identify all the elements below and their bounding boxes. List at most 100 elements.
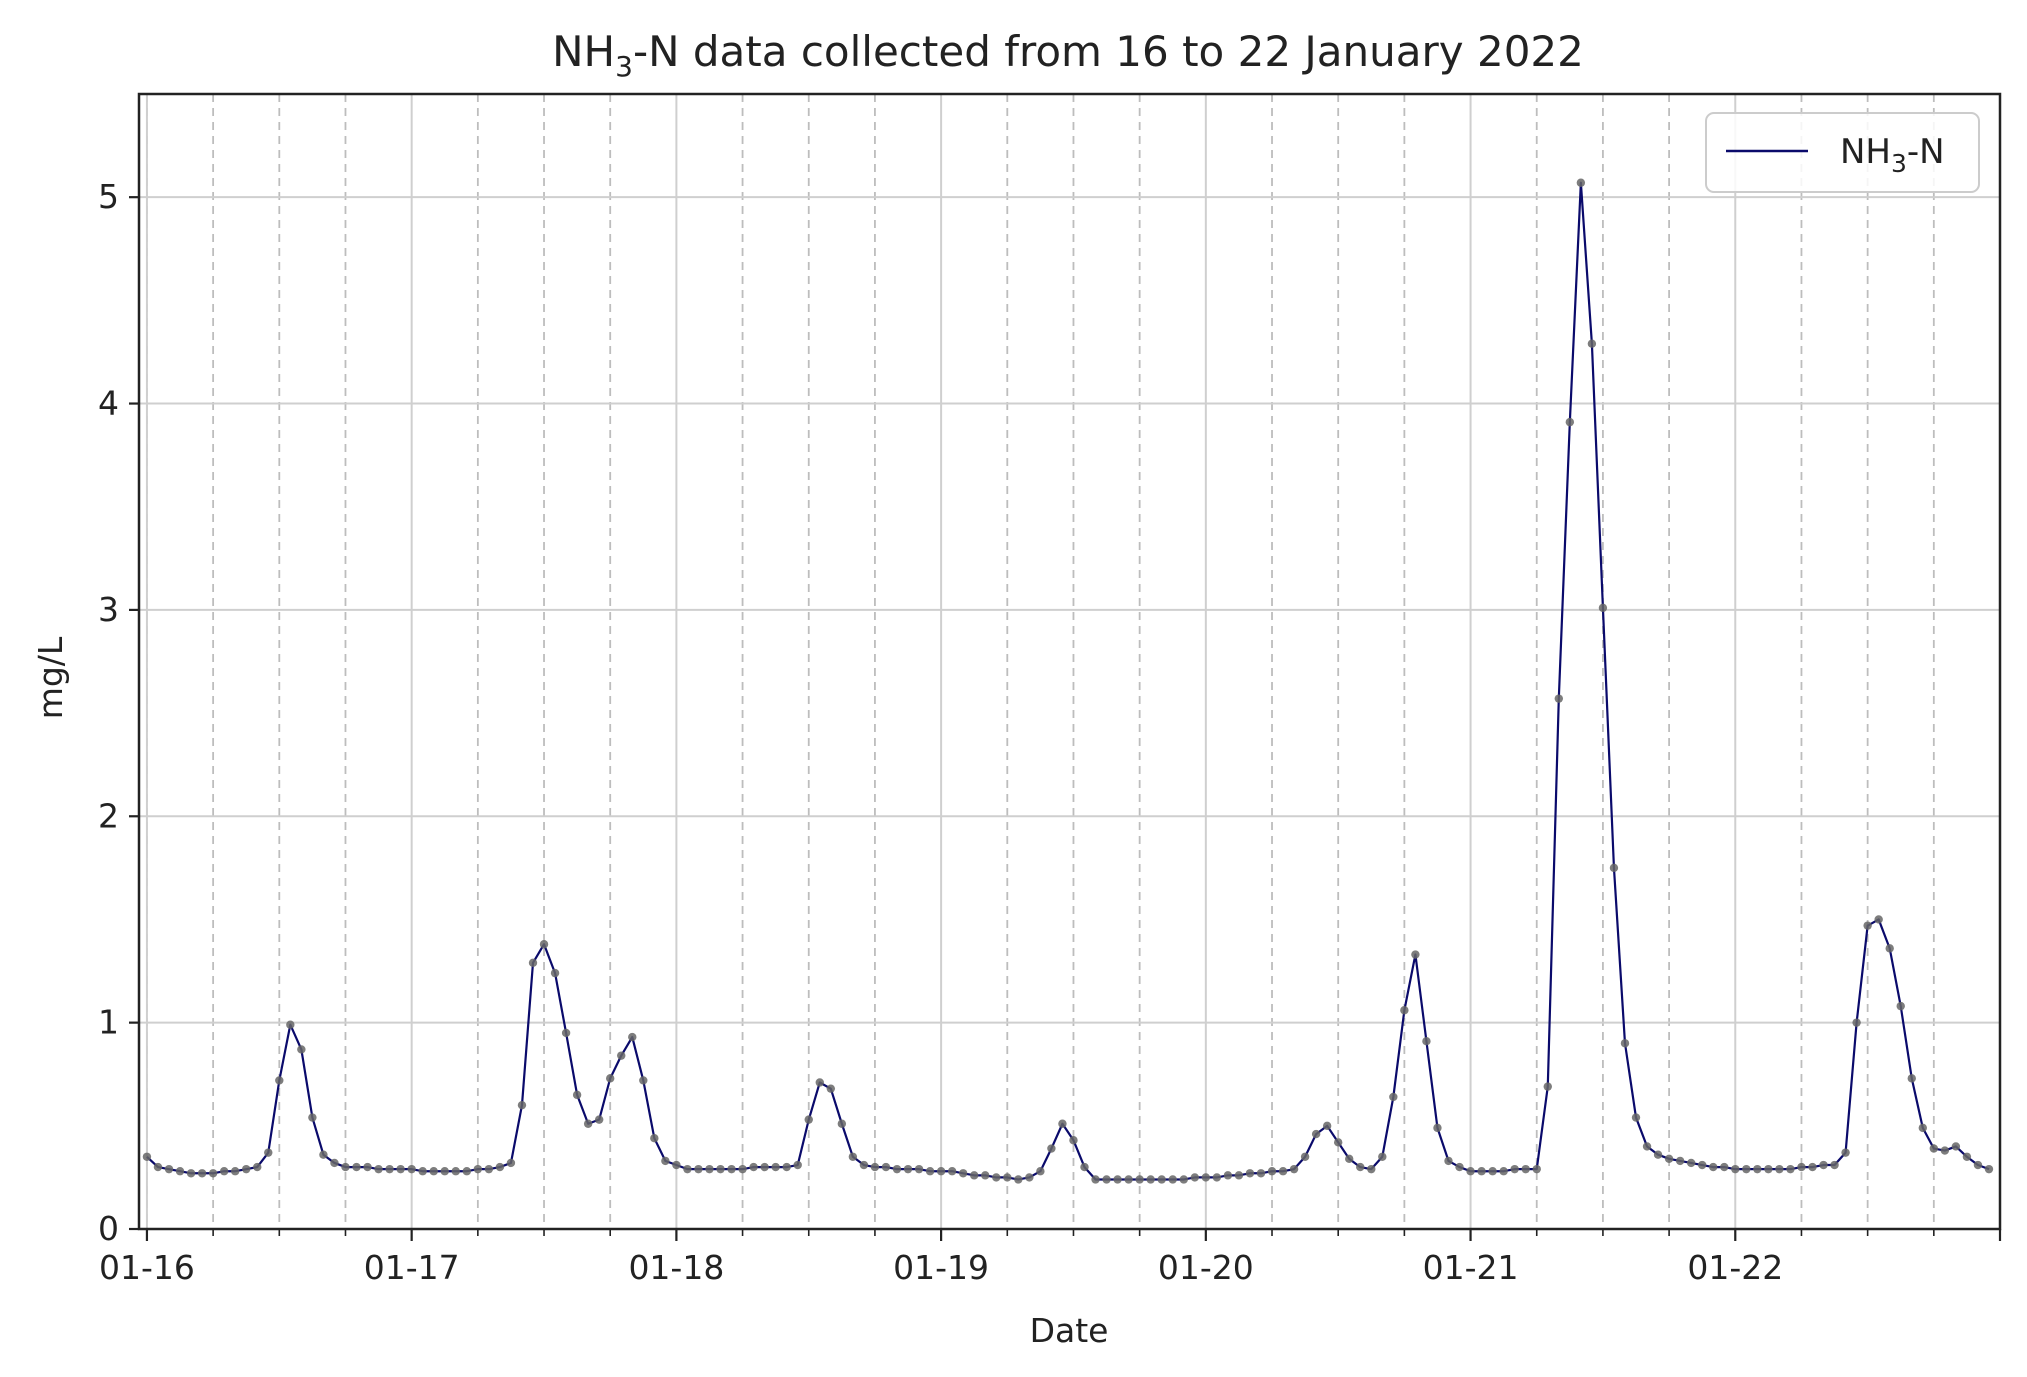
y-axis-label: mg/L (31, 636, 70, 719)
data-point-134 (1620, 1039, 1630, 1048)
data-point-29 (462, 1167, 472, 1176)
data-point-122 (1488, 1167, 1497, 1176)
data-point-70 (914, 1164, 924, 1174)
minor-grid (146, 94, 1935, 1229)
data-point-43 (617, 1051, 626, 1060)
data-point-74 (958, 1169, 968, 1178)
data-point-139 (1675, 1156, 1685, 1166)
data-point-31 (484, 1164, 494, 1174)
data-point-78 (1003, 1173, 1012, 1182)
data-point-155 (1852, 1018, 1861, 1027)
data-point-121 (1477, 1167, 1486, 1176)
data-point-22 (385, 1164, 394, 1174)
data-point-102 (1267, 1167, 1277, 1176)
data-point-13 (286, 1020, 295, 1029)
data-point-111 (1367, 1164, 1376, 1174)
data-point-57 (771, 1162, 780, 1172)
data-point-160 (1907, 1074, 1916, 1083)
x-tick-label-4: 01-20 (1158, 1248, 1254, 1287)
data-point-72 (936, 1167, 946, 1176)
data-point-5 (197, 1169, 207, 1178)
data-point-98 (1223, 1171, 1233, 1180)
data-point-126 (1532, 1164, 1541, 1174)
data-point-35 (528, 958, 538, 967)
data-point-41 (594, 1115, 604, 1124)
data-point-158 (1885, 944, 1894, 953)
data-point-124 (1510, 1164, 1519, 1174)
data-point-30 (473, 1164, 483, 1174)
data-point-154 (1841, 1148, 1850, 1157)
series-layer (142, 178, 1994, 1184)
y-tick-label-3: 3 (98, 590, 119, 629)
data-point-33 (506, 1158, 516, 1168)
data-point-103 (1278, 1167, 1288, 1176)
data-point-3 (175, 1167, 185, 1176)
data-point-104 (1289, 1164, 1299, 1174)
x-tick-label-3: 01-19 (893, 1248, 989, 1287)
y-tick-label-0: 0 (98, 1209, 119, 1248)
data-point-2 (164, 1164, 174, 1174)
data-point-119 (1455, 1162, 1464, 1172)
data-point-15 (308, 1113, 317, 1122)
data-point-125 (1521, 1164, 1530, 1174)
data-point-164 (1951, 1142, 1961, 1151)
data-point-107 (1322, 1121, 1332, 1131)
data-point-149 (1786, 1164, 1795, 1174)
data-point-20 (363, 1162, 372, 1172)
data-point-90 (1135, 1175, 1144, 1184)
data-point-69 (903, 1164, 913, 1174)
data-point-93 (1168, 1175, 1177, 1184)
data-point-91 (1146, 1175, 1155, 1184)
data-point-47 (661, 1156, 670, 1166)
data-point-123 (1499, 1167, 1508, 1176)
data-point-131 (1587, 339, 1597, 348)
data-point-95 (1190, 1173, 1200, 1182)
data-point-66 (870, 1162, 880, 1172)
data-point-10 (253, 1162, 262, 1172)
data-point-63 (837, 1119, 847, 1128)
data-point-75 (970, 1171, 979, 1180)
x-tick-label-5: 01-21 (1423, 1248, 1519, 1287)
data-point-65 (859, 1160, 869, 1170)
data-point-105 (1300, 1152, 1310, 1161)
data-point-9 (242, 1164, 251, 1174)
data-point-32 (495, 1162, 505, 1172)
data-point-143 (1720, 1162, 1729, 1172)
data-point-14 (297, 1045, 306, 1054)
data-point-159 (1896, 1001, 1905, 1011)
data-point-150 (1797, 1162, 1806, 1172)
data-point-76 (981, 1171, 990, 1180)
data-point-142 (1709, 1162, 1718, 1172)
data-point-28 (451, 1167, 460, 1176)
data-point-162 (1929, 1144, 1939, 1153)
data-point-152 (1819, 1160, 1828, 1170)
data-point-127 (1543, 1082, 1552, 1091)
data-point-165 (1962, 1152, 1972, 1161)
data-point-89 (1124, 1175, 1133, 1184)
data-point-99 (1234, 1171, 1244, 1180)
data-point-49 (683, 1164, 692, 1174)
data-point-137 (1653, 1150, 1663, 1159)
data-point-156 (1863, 921, 1872, 930)
data-point-64 (848, 1152, 858, 1161)
data-point-167 (1984, 1164, 1994, 1174)
data-point-81 (1036, 1167, 1045, 1176)
data-point-148 (1775, 1164, 1784, 1174)
data-point-157 (1874, 915, 1883, 924)
data-point-106 (1311, 1129, 1321, 1139)
data-point-16 (319, 1150, 328, 1159)
data-point-113 (1389, 1092, 1398, 1102)
data-point-44 (628, 1032, 637, 1042)
data-point-46 (650, 1134, 659, 1143)
data-point-151 (1808, 1162, 1817, 1172)
y-tick-label-2: 2 (98, 796, 119, 835)
y-tick-label-4: 4 (98, 384, 119, 423)
data-point-108 (1333, 1138, 1343, 1147)
data-point-25 (418, 1167, 427, 1176)
data-point-52 (716, 1164, 725, 1174)
data-point-4 (186, 1169, 196, 1178)
data-point-147 (1764, 1164, 1773, 1174)
data-point-38 (561, 1028, 571, 1038)
legend: NH3-N (1705, 112, 1980, 193)
